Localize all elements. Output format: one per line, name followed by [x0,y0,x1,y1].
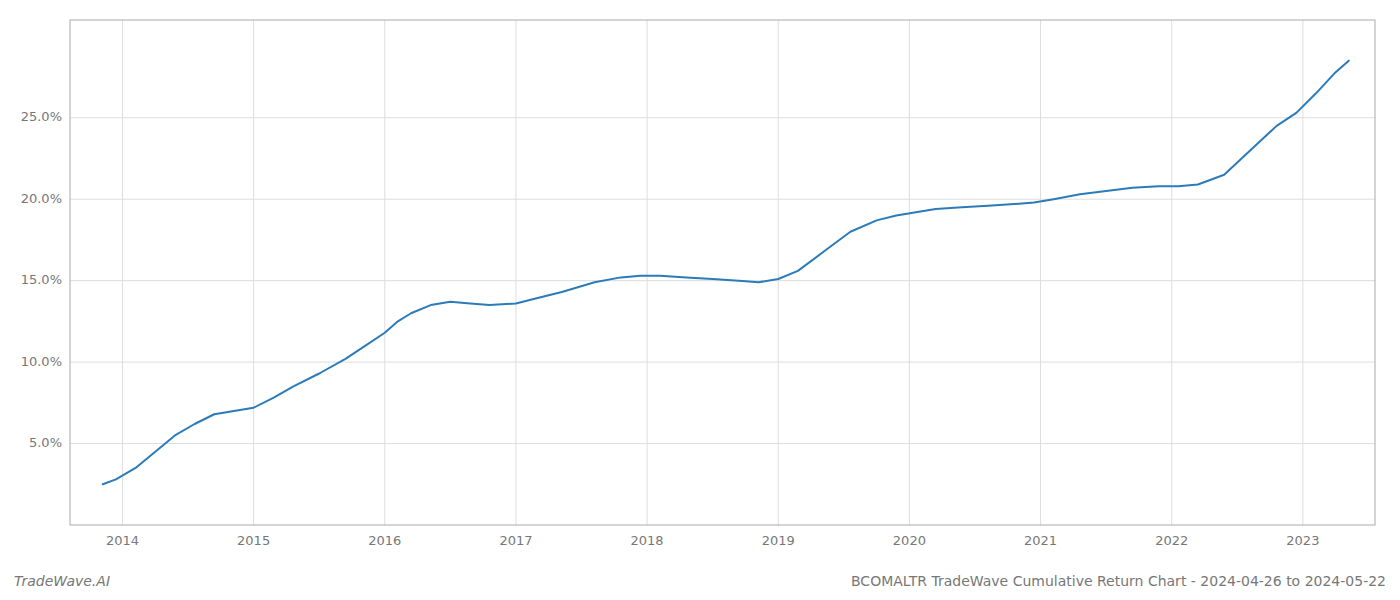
background [0,0,1400,600]
x-grid-line [1302,20,1303,525]
x-grid-line [515,20,516,525]
grid [70,20,1375,525]
x-tick-label: 2015 [237,533,270,548]
y-tick-label: 15.0% [21,272,62,287]
x-tick-label: 2020 [893,533,926,548]
x-grid-line [909,20,910,525]
x-grid-line [778,20,779,525]
x-grid-line [1040,20,1041,525]
x-tick-label: 2019 [762,533,795,548]
x-grid-line [122,20,123,525]
title: BCOMALTR TradeWave Cumulative Return Cha… [851,573,1386,589]
y-grid-line [70,362,1375,363]
y-tick-label: 10.0% [21,354,62,369]
x-tick-label: 2023 [1286,533,1319,548]
x-tick-label: 2014 [106,533,139,548]
y-grid-line [70,117,1375,118]
y-grid-line [70,443,1375,444]
x-grid-line [1171,20,1172,525]
x-tick-label: 2022 [1155,533,1188,548]
x-tick-label: 2021 [1024,533,1057,548]
y-tick-label: 25.0% [21,109,62,124]
y-tick-label: 5.0% [29,435,62,450]
watermark: TradeWave.AI [14,573,110,589]
x-grid-line [384,20,385,525]
axes: 5.0% 10.0% 15.0% 20.0% 25.0% 2014 2015 2016 2017… [21,20,1375,548]
chart: 5.0% 10.0% 15.0% 20.0% 25.0% 2014 2015 2016 2017… [0,0,1400,600]
y-tick-label: 20.0% [21,191,62,206]
series [103,61,1349,485]
y-grid-line [70,199,1375,200]
x-grid-line [647,20,648,525]
x-tick-label: 2016 [368,533,401,548]
plot-frame [70,20,1375,525]
line [103,61,1349,485]
x-tick-label: 2017 [499,533,532,548]
x-grid-line [253,20,254,525]
x-tick-label: 2018 [631,533,664,548]
